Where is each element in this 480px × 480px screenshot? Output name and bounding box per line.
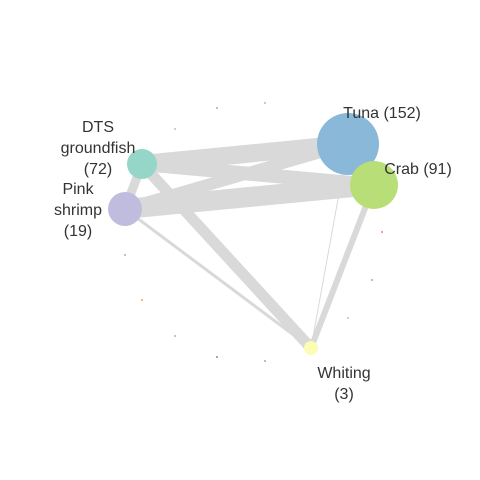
edge-layer xyxy=(120,135,379,352)
node-label-line: Whiting xyxy=(317,365,370,382)
speck-9 xyxy=(216,356,218,358)
speck-5 xyxy=(124,254,126,256)
node-label-line: DTS xyxy=(82,119,114,136)
node-crab xyxy=(350,161,398,209)
speck-layer xyxy=(124,102,383,362)
speck-8 xyxy=(174,335,176,337)
node-label-line: groundfish xyxy=(61,140,136,157)
speck-2 xyxy=(174,128,176,130)
node-label-shrimp: Pink shrimp (19) xyxy=(54,181,102,240)
node-label-dts: DTS groundfish (72) xyxy=(61,119,136,178)
node-label-tuna: Tuna (152) xyxy=(343,105,421,122)
edge-shrimp-crab xyxy=(124,175,375,219)
node-label-line: (72) xyxy=(84,161,112,178)
node-label-line: Crab (91) xyxy=(384,161,452,178)
speck-3 xyxy=(381,231,383,233)
node-label-line: (19) xyxy=(64,223,92,240)
speck-1 xyxy=(264,102,266,104)
speck-7 xyxy=(347,317,349,319)
edge-dts-whiting xyxy=(137,160,316,352)
edge-tuna-whiting xyxy=(310,143,349,349)
node-dts xyxy=(127,149,157,179)
edge-crab-whiting xyxy=(308,183,377,350)
node-label-crab: Crab (91) xyxy=(384,161,452,178)
speck-4 xyxy=(371,279,373,281)
node-layer xyxy=(108,113,398,355)
node-label-line: shrimp xyxy=(54,202,102,219)
edge-shrimp-whiting xyxy=(124,207,312,350)
speck-10 xyxy=(264,360,266,362)
node-whiting xyxy=(304,341,318,355)
node-shrimp xyxy=(108,192,142,226)
node-label-line: Pink xyxy=(62,181,94,198)
node-label-whiting: Whiting (3) xyxy=(317,365,370,403)
node-label-line: Tuna (152) xyxy=(343,105,421,122)
label-layer: Tuna (152) Crab (91) DTS groundfish (72) Pink… xyxy=(54,105,452,403)
speck-6 xyxy=(141,299,143,301)
node-label-line: (3) xyxy=(334,386,354,403)
speck-0 xyxy=(216,107,218,109)
node-tuna xyxy=(317,113,379,175)
